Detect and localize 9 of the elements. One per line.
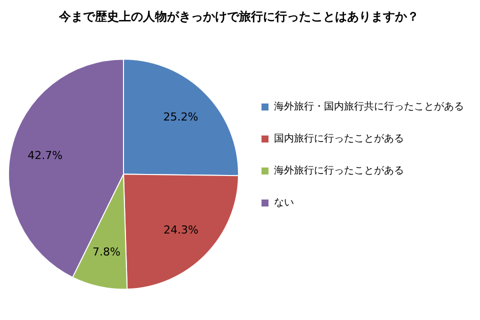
legend-label: 海外旅行・国内旅行共に行ったことがある — [274, 100, 464, 113]
legend-label: 国内旅行に行ったことがある — [274, 132, 404, 145]
chart-title: 今まで歴史上の人物がきっかけで旅行に行ったことはありますか？ — [58, 9, 419, 24]
data-label: 7.8% — [92, 246, 120, 259]
data-label: 24.3% — [163, 223, 198, 236]
legend-label: 海外旅行に行ったことがある — [274, 164, 404, 177]
data-label: 25.2% — [163, 110, 198, 124]
legend-label: ない — [274, 198, 294, 209]
data-label: 42.7% — [28, 148, 63, 162]
